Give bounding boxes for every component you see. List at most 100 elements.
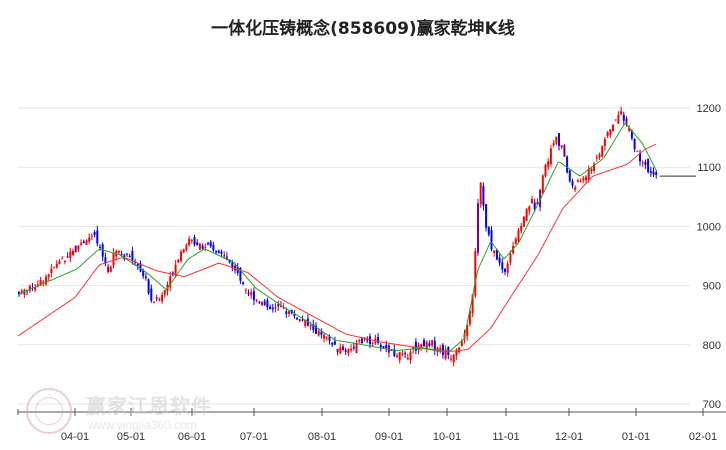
candle-body	[63, 260, 66, 262]
seal-icon	[26, 388, 72, 434]
candle-body	[74, 245, 77, 253]
candle-body	[288, 311, 290, 314]
x-tick-label: 06-01	[178, 431, 206, 443]
candle-body	[404, 353, 407, 355]
candle-body	[317, 330, 320, 336]
candle-body	[441, 344, 444, 355]
candle-body	[579, 181, 582, 183]
candle-body	[139, 263, 142, 272]
x-tick-label: 05-01	[117, 431, 145, 443]
candle-body	[128, 256, 131, 258]
candle-body	[433, 340, 436, 351]
candle-body	[639, 153, 641, 162]
watermark-logo: 赢家江恩软件 www.yingjia360.com	[26, 388, 226, 438]
candle-body	[487, 227, 490, 235]
candle-body	[239, 267, 242, 281]
candle-body	[112, 252, 115, 266]
candle-body	[360, 338, 363, 344]
candle-body	[593, 163, 596, 171]
candle-body	[53, 266, 56, 268]
candle-body	[344, 350, 347, 352]
candle-body	[358, 340, 361, 342]
candle-body	[482, 186, 485, 206]
candle-body	[647, 159, 650, 172]
candle-body	[147, 279, 150, 294]
candle-body	[509, 253, 512, 263]
candle-body	[69, 251, 72, 259]
x-tick-label: 08-01	[308, 431, 336, 443]
candle-body	[541, 175, 544, 194]
candle-body	[298, 318, 301, 322]
candle-body	[120, 254, 123, 256]
candle-body	[80, 242, 83, 245]
candle-body	[45, 276, 47, 285]
candle-body	[150, 288, 153, 301]
x-axis: 04-01 05-01 06-01 07-01 08-01 09-01 10-01 11-01…	[17, 408, 726, 443]
candle-body	[247, 292, 250, 294]
candle-body	[123, 254, 126, 260]
candle-body	[126, 253, 128, 255]
candle-body	[563, 145, 566, 157]
candle-body	[652, 171, 655, 175]
candle-body	[261, 301, 263, 306]
candle-body	[401, 353, 404, 355]
candle-body	[163, 290, 166, 295]
candle-body	[269, 306, 272, 310]
candle-body	[539, 189, 542, 208]
candle-body	[398, 352, 401, 361]
candle-body	[385, 345, 388, 349]
y-tick-label: 1100	[697, 162, 721, 174]
candle-body	[88, 237, 91, 242]
candle-body	[188, 238, 191, 246]
x-tick-label: 02-01	[689, 431, 717, 443]
candle-body	[425, 341, 428, 349]
candle-body	[144, 276, 147, 279]
candle-body	[131, 251, 134, 261]
candle-body	[504, 268, 506, 272]
candle-body	[328, 336, 331, 341]
candle-body	[331, 342, 334, 345]
candle-body	[242, 282, 245, 284]
candle-body	[477, 203, 479, 253]
candle-body	[196, 242, 199, 246]
candle-body	[628, 127, 631, 132]
candle-body	[636, 150, 639, 152]
candle-body	[296, 317, 299, 320]
candle-body	[101, 244, 104, 257]
candle-body	[320, 331, 323, 335]
candle-body	[161, 294, 164, 302]
candle-body	[576, 180, 579, 182]
candle-body	[155, 297, 158, 299]
candle-body	[193, 237, 196, 245]
candle-body	[520, 225, 523, 231]
candle-body	[323, 334, 326, 339]
candle-body	[352, 346, 355, 349]
watermark-text: 赢家江恩软件	[86, 394, 212, 418]
candle-body	[274, 306, 277, 309]
candle-body	[304, 319, 307, 326]
candle-body	[301, 319, 304, 321]
y-axis: 700 800 900 1000 1100 1200	[697, 103, 721, 411]
x-tick-label: 07-01	[240, 431, 268, 443]
candle-body	[82, 241, 85, 244]
candle-body	[28, 285, 31, 292]
candle-body	[355, 343, 358, 353]
candle-body	[228, 259, 231, 263]
candle-body	[630, 130, 633, 139]
candle-body	[204, 246, 207, 248]
candle-body	[350, 348, 353, 351]
candle-body	[460, 341, 463, 346]
candle-body	[153, 302, 155, 304]
x-tick-label: 11-01	[492, 431, 519, 443]
candle-body	[479, 182, 482, 205]
candle-body	[428, 343, 431, 347]
candle-body	[371, 342, 374, 344]
candle-body	[531, 198, 533, 204]
candle-body	[158, 298, 161, 301]
candle-body	[644, 161, 647, 165]
candle-body	[566, 156, 569, 173]
y-tick-label: 700	[703, 399, 721, 411]
candle-body	[641, 162, 644, 164]
candle-body	[96, 230, 99, 244]
